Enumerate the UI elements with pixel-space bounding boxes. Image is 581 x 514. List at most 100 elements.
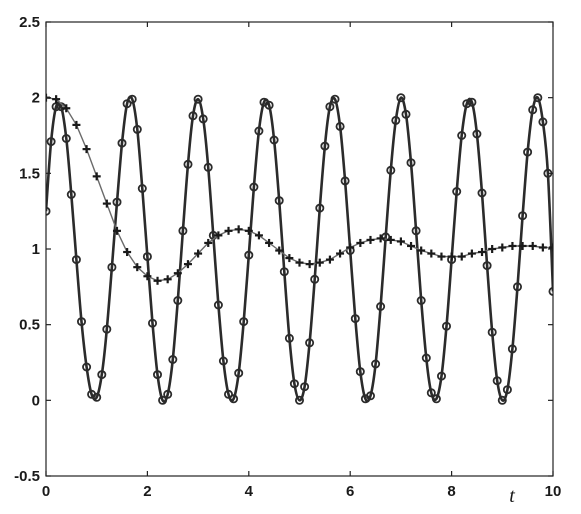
plus-marker bbox=[346, 243, 355, 252]
axis-ticks bbox=[45, 21, 554, 477]
circle-marker bbox=[411, 226, 421, 236]
circle-marker bbox=[513, 282, 523, 292]
plus-marker bbox=[295, 258, 304, 267]
x-tick-label: 4 bbox=[245, 483, 254, 500]
circle-marker bbox=[254, 126, 264, 136]
circle-marker bbox=[325, 102, 335, 112]
plot-area bbox=[46, 93, 553, 405]
circle-marker bbox=[533, 93, 543, 103]
circle-marker bbox=[183, 159, 193, 169]
plus-marker bbox=[112, 226, 121, 235]
circle-marker bbox=[386, 165, 396, 175]
plus-marker bbox=[72, 120, 81, 129]
plus-marker bbox=[143, 272, 152, 281]
plus-marker bbox=[173, 269, 182, 278]
plus-marker bbox=[285, 254, 294, 263]
circle-marker bbox=[279, 267, 289, 277]
circle-marker bbox=[198, 114, 208, 124]
circle-marker bbox=[137, 183, 147, 193]
circle-marker bbox=[102, 324, 112, 334]
axis-tick-labels: 0 2 4 6 8 10-0.500.511.522.5 bbox=[14, 14, 561, 500]
plus-marker bbox=[549, 243, 553, 252]
circle-marker bbox=[193, 94, 203, 104]
x-tick-label: 2 bbox=[143, 483, 151, 500]
plus-marker bbox=[275, 246, 284, 255]
plus-marker bbox=[467, 249, 476, 258]
plus-marker bbox=[82, 145, 91, 154]
plus-marker bbox=[396, 237, 405, 246]
plus-marker bbox=[214, 231, 223, 240]
x-tick-label: 8 bbox=[447, 483, 455, 500]
circle-marker bbox=[188, 111, 198, 121]
plus-marker bbox=[437, 252, 446, 261]
circle-marker bbox=[269, 135, 279, 145]
y-tick-label: 0 bbox=[32, 392, 40, 409]
plus-marker bbox=[52, 95, 61, 104]
circle-marker bbox=[523, 147, 533, 157]
circle-marker bbox=[376, 301, 386, 311]
circle-marker bbox=[416, 295, 426, 305]
plus-marker bbox=[366, 235, 375, 244]
plus-marker bbox=[133, 263, 142, 272]
circle-marker bbox=[462, 99, 472, 109]
plus-marker bbox=[62, 104, 71, 113]
circle-marker bbox=[300, 382, 310, 392]
y-tick-label: 2 bbox=[32, 90, 40, 107]
circle-marker bbox=[152, 370, 162, 380]
plus-marker bbox=[265, 238, 274, 247]
circle-marker bbox=[203, 162, 213, 172]
circle-marker bbox=[97, 370, 107, 380]
plus-marker bbox=[498, 243, 507, 252]
circle-marker bbox=[163, 389, 173, 399]
circle-marker bbox=[355, 367, 365, 377]
series-oscillation bbox=[46, 93, 553, 405]
circle-marker bbox=[107, 262, 117, 272]
plus-marker bbox=[92, 172, 101, 181]
series-damped bbox=[46, 93, 553, 285]
circle-marker bbox=[218, 356, 228, 366]
circle-marker bbox=[66, 189, 76, 199]
circle-marker bbox=[371, 359, 381, 369]
plus-marker bbox=[488, 245, 497, 253]
circle-marker bbox=[142, 252, 152, 262]
circle-marker bbox=[406, 158, 416, 168]
circle-marker bbox=[239, 317, 249, 327]
circle-marker bbox=[315, 203, 325, 213]
y-tick-label: -0.5 bbox=[14, 468, 40, 485]
plus-marker bbox=[234, 225, 243, 234]
plus-marker bbox=[204, 238, 213, 247]
y-tick-label: 0.5 bbox=[19, 317, 40, 334]
circle-marker bbox=[391, 115, 401, 125]
x-tick-label: 10 bbox=[545, 483, 562, 500]
circle-marker bbox=[249, 182, 259, 192]
circle-marker bbox=[264, 100, 274, 110]
circle-marker bbox=[457, 130, 467, 140]
circle-marker bbox=[502, 385, 512, 395]
plus-marker bbox=[183, 260, 192, 269]
circle-marker bbox=[168, 354, 178, 364]
circle-marker bbox=[381, 232, 391, 242]
plus-marker bbox=[315, 258, 324, 267]
plus-marker bbox=[336, 249, 345, 258]
plus-marker bbox=[386, 235, 395, 244]
plus-marker bbox=[163, 275, 172, 284]
circle-marker bbox=[396, 93, 406, 103]
circle-marker bbox=[548, 286, 553, 296]
plus-marker bbox=[457, 252, 466, 261]
circle-marker bbox=[158, 395, 168, 405]
circle-marker bbox=[401, 109, 411, 119]
circle-marker bbox=[92, 392, 102, 402]
oscillation-line bbox=[46, 95, 553, 404]
circle-marker bbox=[223, 389, 233, 399]
circle-marker bbox=[497, 395, 507, 405]
plus-marker bbox=[356, 238, 365, 247]
circle-marker bbox=[330, 94, 340, 104]
circle-marker bbox=[294, 395, 304, 405]
circle-marker bbox=[528, 105, 538, 115]
plus-marker bbox=[518, 241, 527, 250]
circle-marker bbox=[234, 368, 244, 378]
circle-marker bbox=[112, 197, 122, 207]
circle-marker bbox=[350, 314, 360, 324]
plus-marker bbox=[417, 246, 426, 255]
